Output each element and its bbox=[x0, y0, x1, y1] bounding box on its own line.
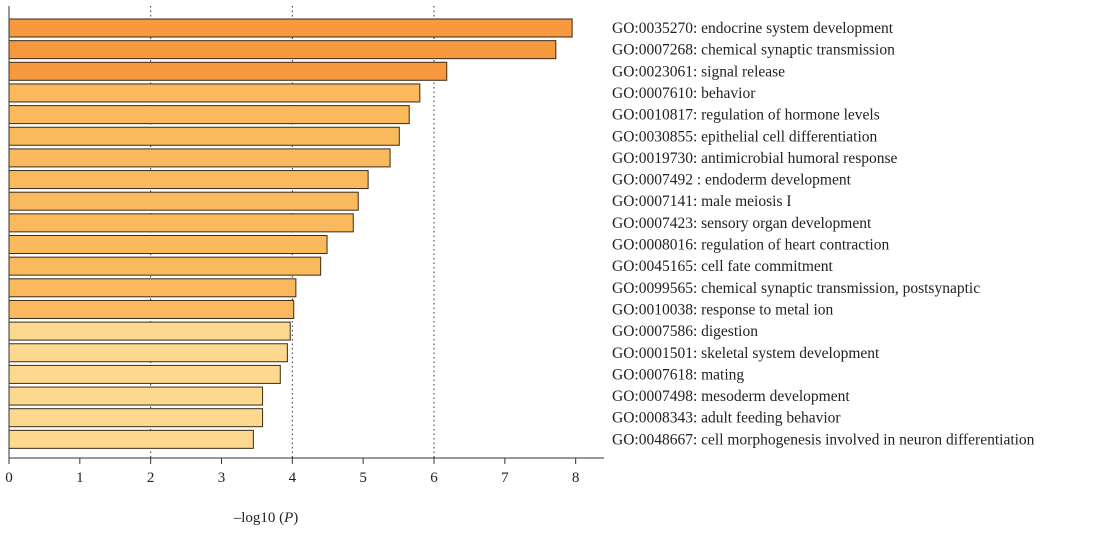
category-label-19: GO:0008343: adult feeding behavior bbox=[612, 410, 841, 427]
x-axis-title-suffix: ) bbox=[293, 510, 298, 526]
bar-3 bbox=[8, 61, 448, 81]
bar-13 bbox=[8, 278, 297, 298]
bar-18 bbox=[8, 386, 264, 406]
bar-19 bbox=[8, 408, 264, 428]
x-tick-label-2: 2 bbox=[147, 470, 155, 486]
category-label-15: GO:0007586: digestion bbox=[612, 323, 758, 340]
bar-2 bbox=[8, 40, 557, 60]
x-axis-title-variable: P bbox=[283, 510, 293, 526]
category-label-17: GO:0007618: mating bbox=[612, 366, 744, 383]
category-label-9: GO:0007141: male meiosis I bbox=[612, 193, 792, 210]
bar-16 bbox=[8, 343, 288, 363]
category-label-14: GO:0010038: response to metal ion bbox=[612, 301, 834, 318]
category-label-13: GO:0099565: chemical synaptic transmissi… bbox=[612, 280, 980, 297]
bar-7 bbox=[8, 148, 391, 168]
category-label-10: GO:0007423: sensory organ development bbox=[612, 215, 872, 232]
category-label-8: GO:0007492 : endoderm development bbox=[612, 172, 852, 189]
bar-9 bbox=[8, 191, 359, 211]
category-label-16: GO:0001501: skeletal system development bbox=[612, 345, 880, 362]
category-label-4: GO:0007610: behavior bbox=[612, 85, 756, 102]
bar-8 bbox=[8, 170, 369, 190]
category-label-layer: GO:0035270: endocrine system development… bbox=[612, 20, 1035, 448]
category-label-5: GO:0010817: regulation of hormone levels bbox=[612, 107, 880, 124]
x-tick-label-7: 7 bbox=[501, 470, 509, 486]
category-label-11: GO:0008016: regulation of heart contract… bbox=[612, 237, 889, 254]
bar-20 bbox=[8, 429, 254, 449]
bar-12 bbox=[8, 256, 322, 276]
category-label-7: GO:0019730: antimicrobial humoral respon… bbox=[612, 150, 898, 167]
category-label-6: GO:0030855: epithelial cell differentiat… bbox=[612, 128, 878, 145]
bar-14 bbox=[8, 299, 295, 319]
bar-1 bbox=[8, 18, 573, 38]
category-label-18: GO:0007498: mesoderm development bbox=[612, 388, 850, 405]
x-tick-label-8: 8 bbox=[572, 470, 580, 486]
x-tick-label-6: 6 bbox=[430, 470, 438, 486]
x-tick-label-4: 4 bbox=[289, 470, 297, 486]
category-label-20: GO:0048667: cell morphogenesis involved … bbox=[612, 431, 1035, 448]
bar-6 bbox=[8, 126, 400, 146]
bar-4 bbox=[8, 83, 421, 103]
x-tick-label-0: 0 bbox=[5, 470, 13, 486]
x-tick-label-1: 1 bbox=[76, 470, 84, 486]
bar-5 bbox=[8, 105, 410, 125]
category-label-3: GO:0023061: signal release bbox=[612, 63, 785, 80]
x-axis-title: –log10 (P) bbox=[233, 510, 299, 526]
axis-layer: 0 1 2 3 4 5 6 7 8 bbox=[5, 6, 604, 486]
category-label-12: GO:0045165: cell fate commitment bbox=[612, 258, 834, 275]
category-label-1: GO:0035270: endocrine system development bbox=[612, 20, 894, 37]
x-tick-label-5: 5 bbox=[359, 470, 367, 486]
x-axis-title-prefix: –log10 ( bbox=[233, 510, 284, 526]
bar-layer bbox=[8, 18, 573, 449]
bar-17 bbox=[8, 364, 281, 384]
x-tick-label-3: 3 bbox=[218, 470, 226, 486]
bar-10 bbox=[8, 213, 354, 233]
category-label-2: GO:0007268: chemical synaptic transmissi… bbox=[612, 42, 895, 59]
bar-15 bbox=[8, 321, 291, 341]
bar-11 bbox=[8, 235, 328, 254]
